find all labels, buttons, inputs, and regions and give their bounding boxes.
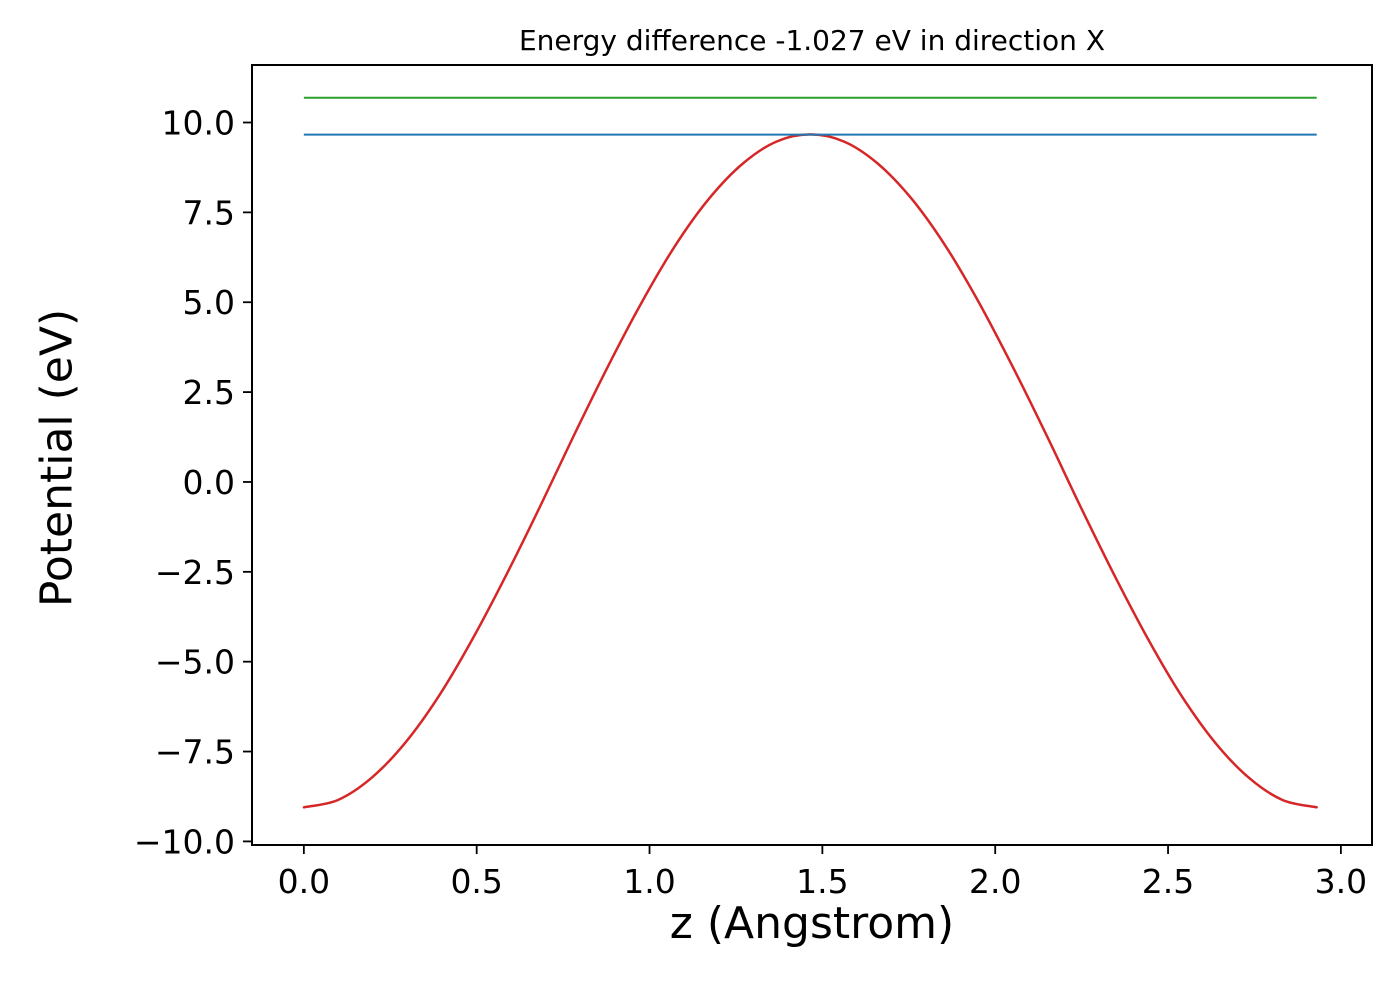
x-tick-label: 0.5 xyxy=(450,862,502,901)
x-tick-label: 2.0 xyxy=(969,862,1021,901)
y-tick-label: −7.5 xyxy=(155,733,235,772)
y-tick-label: 0.0 xyxy=(183,463,235,502)
y-tick-label: 2.5 xyxy=(183,373,235,412)
x-tick-label: 3.0 xyxy=(1315,862,1367,901)
x-tick-label: 0.0 xyxy=(278,862,330,901)
potential-curve xyxy=(302,133,1318,809)
y-tick-label: 7.5 xyxy=(183,193,235,232)
y-tick-label: 5.0 xyxy=(183,283,235,322)
y-tick-label: −10.0 xyxy=(134,822,235,861)
y-tick-label: −2.5 xyxy=(155,553,235,592)
x-axis-label: z (Angstrom) xyxy=(669,898,955,949)
y-tick-label: 10.0 xyxy=(162,104,235,143)
x-tick-label: 1.5 xyxy=(796,862,848,901)
chart-title: Energy difference -1.027 eV in direction… xyxy=(518,24,1106,57)
y-tick-label: −5.0 xyxy=(155,643,235,682)
axes-spines xyxy=(251,64,1373,846)
x-tick-label: 2.5 xyxy=(1142,862,1194,901)
x-tick-label: 1.0 xyxy=(623,862,675,901)
